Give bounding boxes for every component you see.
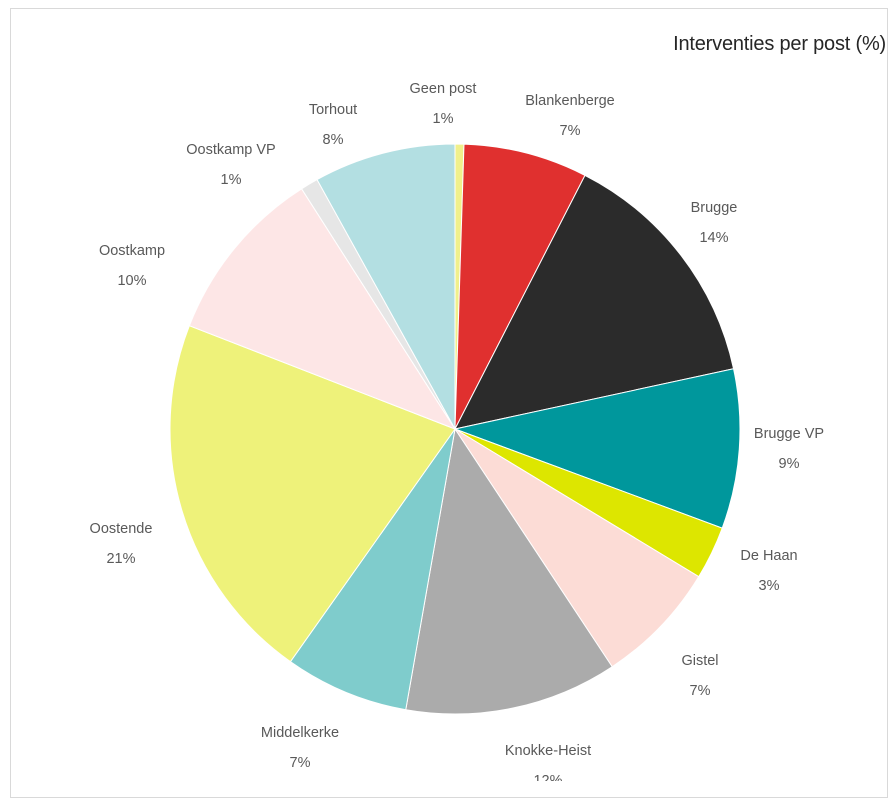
slice-percent-label: 12% xyxy=(533,773,562,781)
slice-percent-label: 7% xyxy=(290,755,311,771)
slice-name-label: Middelkerke xyxy=(261,725,339,741)
pie-slice-gistel xyxy=(454,428,700,668)
pie-slice-oostkamp xyxy=(188,188,457,431)
slice-percent-label: 1% xyxy=(433,111,454,127)
slice-percent-label: 21% xyxy=(106,551,135,567)
slice-name-label: Knokke-Heist xyxy=(505,743,591,759)
slice-name-label: Oostkamp VP xyxy=(186,142,275,158)
slice-percent-label: 14% xyxy=(699,230,728,246)
slice-name-label: De Haan xyxy=(740,548,797,564)
slice-percent-label: 7% xyxy=(690,683,711,699)
slice-name-label: Blankenberge xyxy=(525,93,615,109)
pie-chart: Geen post 1% Blankenberge 7% Brugge 14% Brugge… xyxy=(90,81,825,781)
pie-slice-blankenberge xyxy=(454,143,586,430)
slice-percent-label: 7% xyxy=(560,123,581,139)
slice-percent-label: 8% xyxy=(323,132,344,148)
slice-name-label: Brugge xyxy=(691,200,738,216)
slice-name-label: Gistel xyxy=(681,653,718,669)
pie-slice-oostende xyxy=(169,325,456,663)
slice-percent-label: 9% xyxy=(779,456,800,472)
slice-name-label: Oostende xyxy=(90,521,153,537)
slice-percent-label: 10% xyxy=(117,273,146,289)
slice-name-label: Geen post xyxy=(410,81,477,97)
slice-percent-label: 1% xyxy=(221,172,242,188)
pie-slice-brugge-vp xyxy=(453,368,741,529)
pie-slice-brugge xyxy=(454,174,735,430)
slice-percent-label: 3% xyxy=(759,578,780,594)
pie-slice-torhout xyxy=(316,143,456,430)
pie-slice-knokke-heist xyxy=(405,427,613,715)
slice-name-label: Oostkamp xyxy=(99,243,165,259)
pie-slice-middelkerke xyxy=(289,428,456,711)
slice-name-label: Torhout xyxy=(309,102,357,118)
slice-name-label: Brugge VP xyxy=(754,426,824,442)
chart-title: Interventies per post (%) xyxy=(673,33,886,55)
